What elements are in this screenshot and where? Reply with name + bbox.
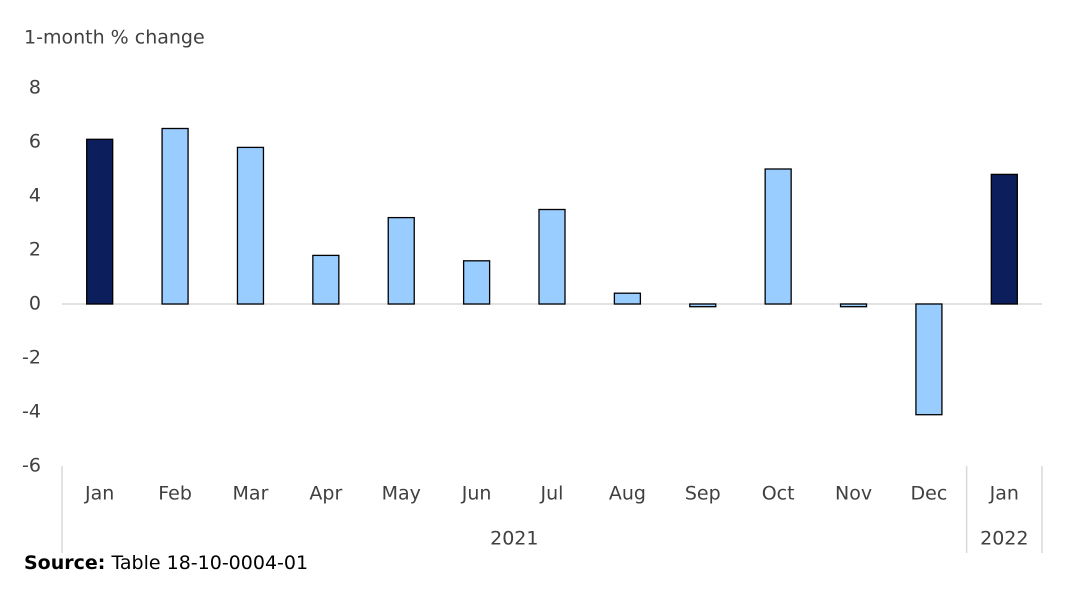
x-tick-label: Jan: [989, 483, 1019, 505]
y-tick-label: 2: [29, 239, 41, 261]
source-note: Source: Table 18-10-0004-01: [24, 552, 308, 574]
x-tick-label: Oct: [762, 483, 795, 505]
year-label: 2022: [980, 528, 1028, 550]
y-tick-label: -6: [22, 455, 41, 477]
y-tick-label: 0: [29, 293, 41, 315]
y-tick-label: -2: [22, 347, 41, 369]
x-tick-label: May: [382, 483, 421, 505]
bar: [161, 127, 189, 305]
x-tick-label: Nov: [835, 483, 872, 505]
bar: [764, 168, 792, 305]
bar: [538, 208, 566, 305]
bar: [613, 292, 642, 305]
x-tick-label: Sep: [685, 483, 721, 505]
y-tick-label: -4: [22, 401, 41, 423]
x-tick-label: Aug: [609, 483, 646, 505]
y-tick-label: 6: [29, 131, 41, 153]
bar: [915, 303, 943, 416]
bar: [312, 254, 340, 305]
bar: [462, 260, 491, 305]
bar: [236, 146, 265, 305]
x-tick-label: Jun: [461, 483, 492, 505]
x-tick-label: Feb: [158, 483, 192, 505]
bar: [387, 216, 415, 305]
bar: [86, 138, 114, 305]
year-label: 2021: [490, 528, 538, 550]
source-text: Table 18-10-0004-01: [110, 552, 308, 574]
x-tick-label: Mar: [233, 483, 269, 505]
y-tick-label: 4: [29, 185, 41, 207]
x-tick-label: Dec: [911, 483, 948, 505]
bar: [689, 303, 717, 308]
bar: [990, 173, 1018, 305]
source-label: Source:: [24, 552, 105, 574]
bar: [839, 303, 868, 308]
y-tick-label: 8: [29, 77, 41, 99]
x-tick-label: Jul: [540, 483, 564, 505]
x-tick-label: Jan: [84, 483, 114, 505]
y-axis-title: 1-month % change: [24, 27, 205, 49]
x-tick-label: Apr: [309, 483, 342, 505]
